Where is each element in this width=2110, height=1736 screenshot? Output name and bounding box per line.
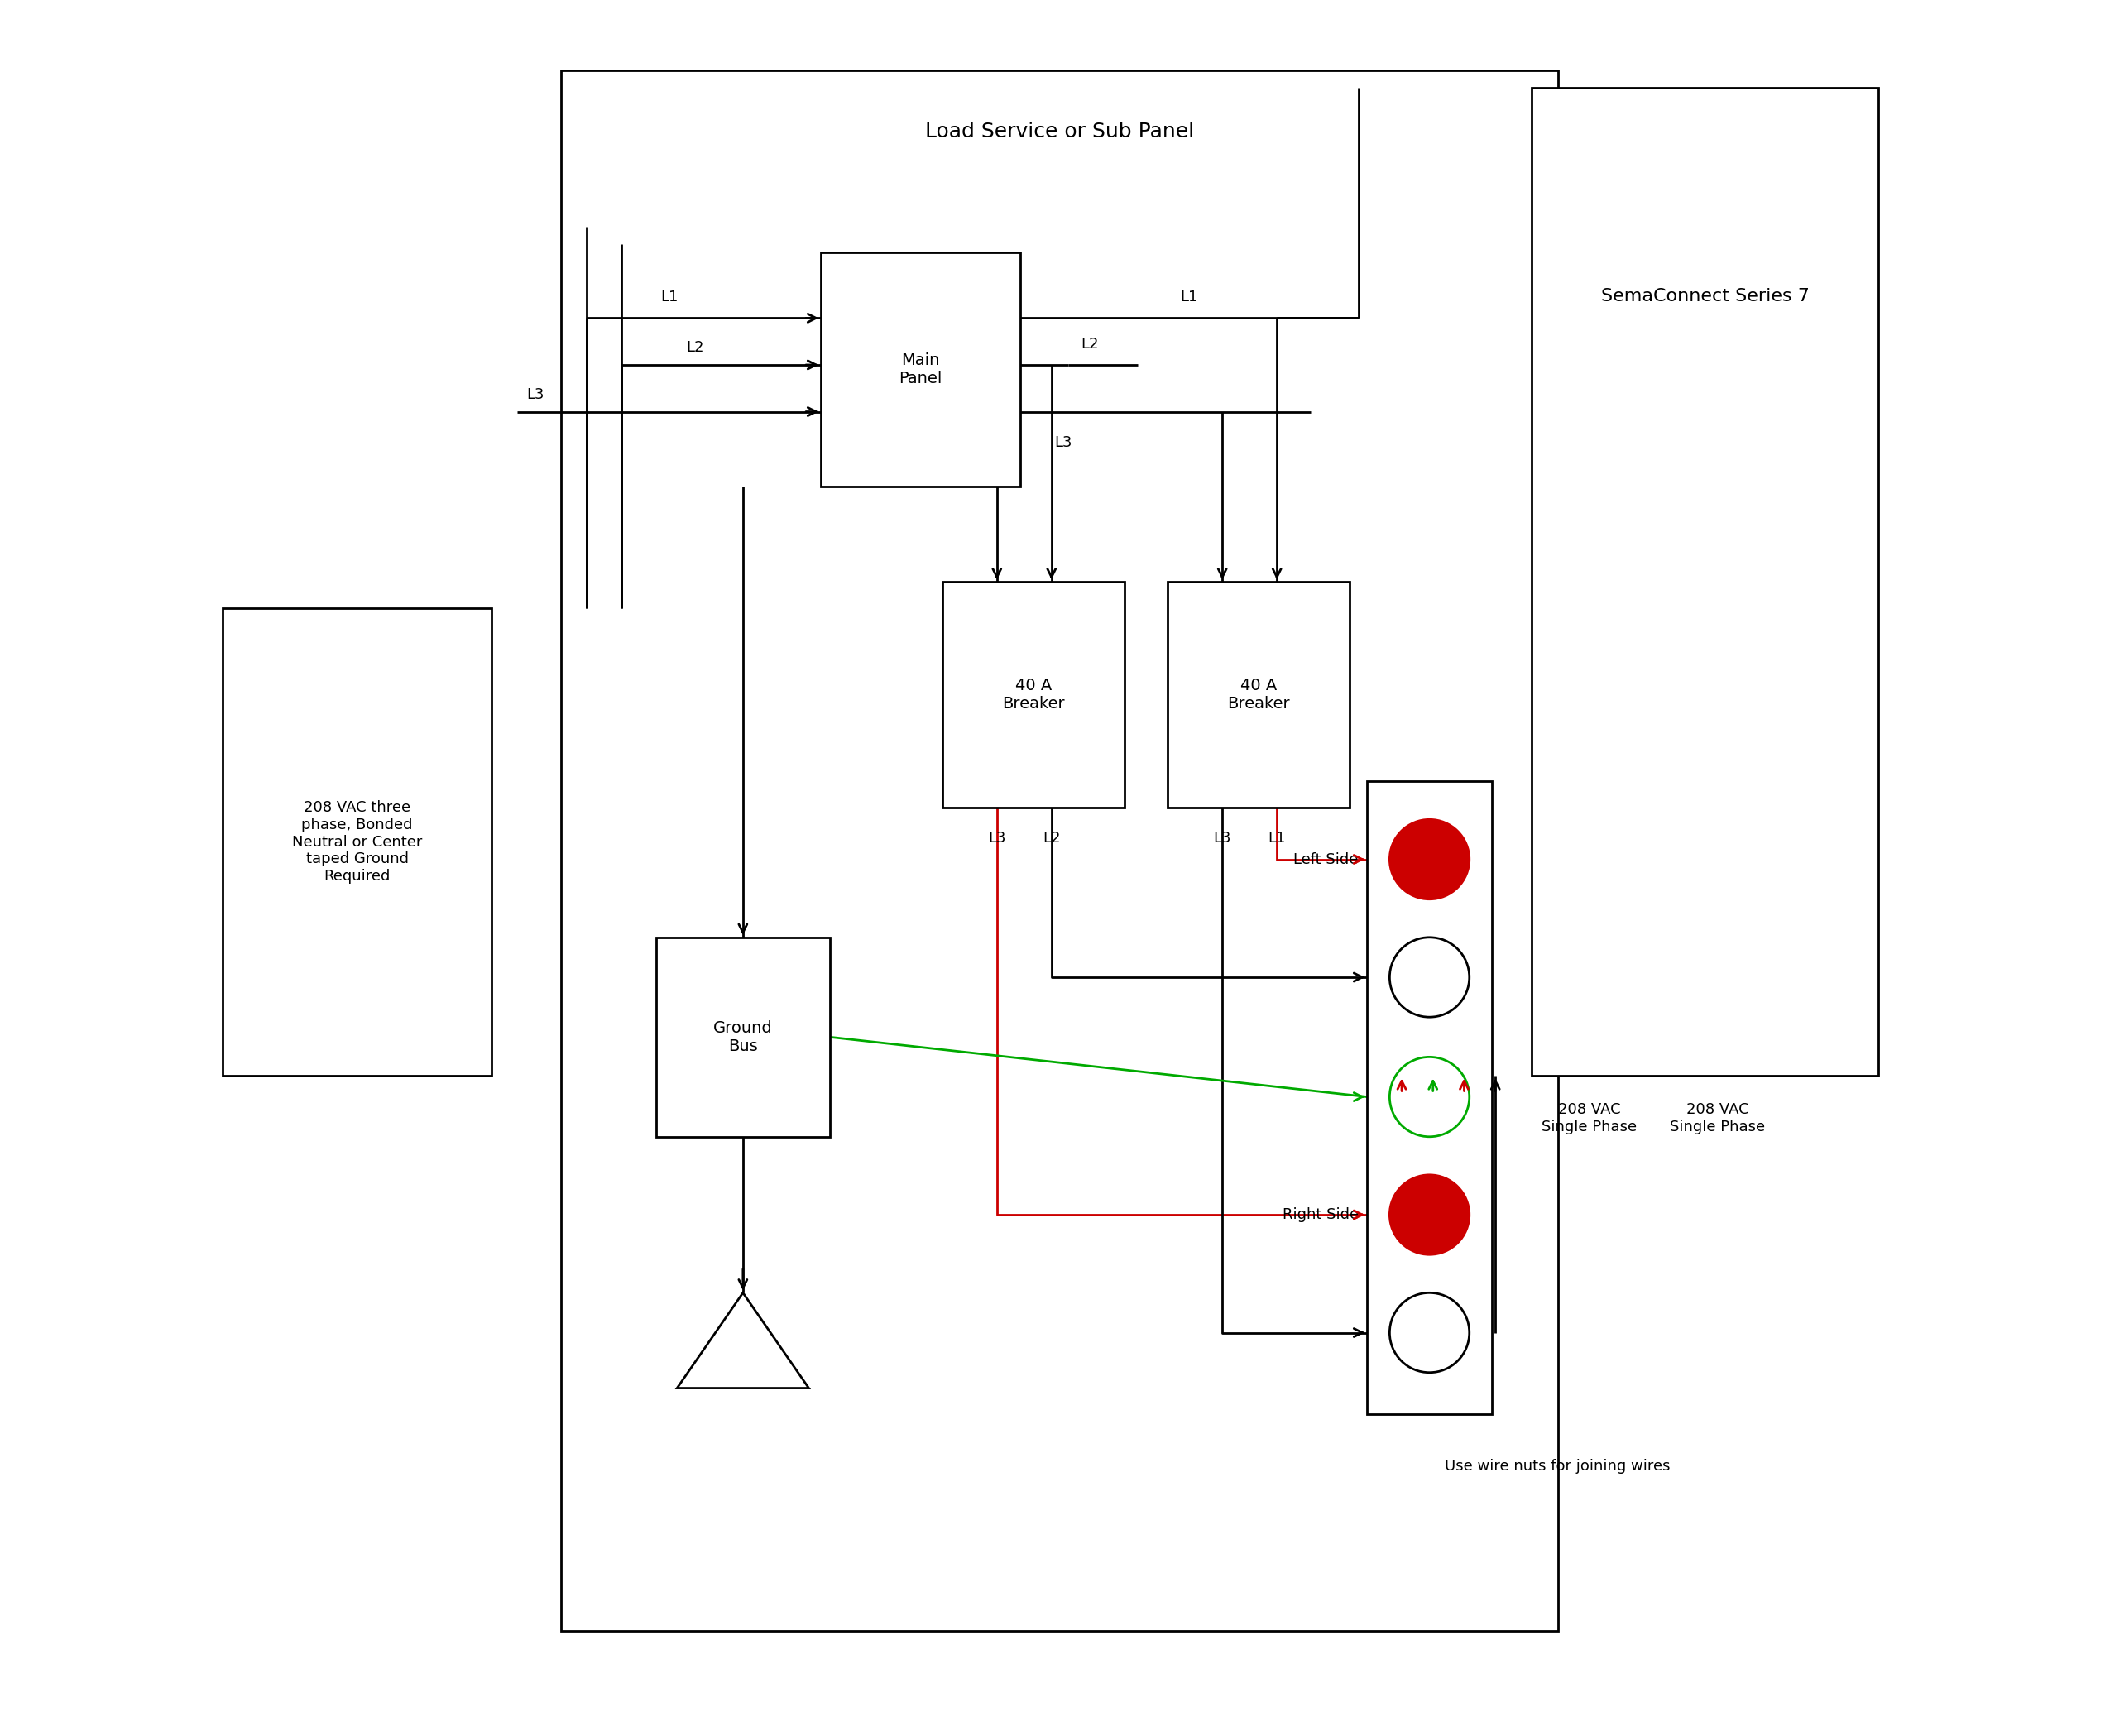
- Text: Right Side: Right Side: [1283, 1207, 1359, 1222]
- Text: L2: L2: [686, 340, 705, 354]
- Circle shape: [1390, 1057, 1469, 1137]
- Bar: [943, 582, 1125, 807]
- Text: L2: L2: [1080, 337, 1099, 351]
- Text: L1: L1: [660, 290, 677, 306]
- Bar: [1367, 781, 1492, 1415]
- Bar: [1532, 89, 1878, 1076]
- Text: L1: L1: [1268, 832, 1285, 845]
- Text: L2: L2: [1042, 832, 1061, 845]
- Text: 40 A
Breaker: 40 A Breaker: [1002, 677, 1066, 712]
- Text: Left Side: Left Side: [1293, 852, 1359, 866]
- Text: 208 VAC three
phase, Bonded
Neutral or Center
taped Ground
Required: 208 VAC three phase, Bonded Neutral or C…: [291, 800, 422, 884]
- Bar: [561, 71, 1557, 1630]
- Text: 208 VAC
Single Phase: 208 VAC Single Phase: [1669, 1102, 1764, 1134]
- Text: Ground
Bus: Ground Bus: [713, 1021, 772, 1054]
- Text: Main
Panel: Main Panel: [899, 352, 943, 387]
- Text: L3: L3: [987, 832, 1006, 845]
- Circle shape: [1390, 937, 1469, 1017]
- Text: L1: L1: [1179, 290, 1198, 306]
- Text: L3: L3: [525, 387, 544, 401]
- Text: L3: L3: [1055, 436, 1072, 450]
- Circle shape: [1390, 1175, 1469, 1255]
- Bar: [1167, 582, 1350, 807]
- Text: 40 A
Breaker: 40 A Breaker: [1228, 677, 1289, 712]
- Text: 208 VAC
Single Phase: 208 VAC Single Phase: [1540, 1102, 1637, 1134]
- Text: Load Service or Sub Panel: Load Service or Sub Panel: [924, 122, 1194, 141]
- Text: Use wire nuts for joining wires: Use wire nuts for joining wires: [1445, 1458, 1671, 1474]
- Bar: [656, 937, 829, 1137]
- Bar: [224, 608, 492, 1076]
- Circle shape: [1390, 819, 1469, 899]
- Text: SemaConnect Series 7: SemaConnect Series 7: [1601, 288, 1810, 304]
- Circle shape: [1390, 1293, 1469, 1373]
- Text: L3: L3: [1213, 832, 1232, 845]
- Bar: [821, 252, 1021, 486]
